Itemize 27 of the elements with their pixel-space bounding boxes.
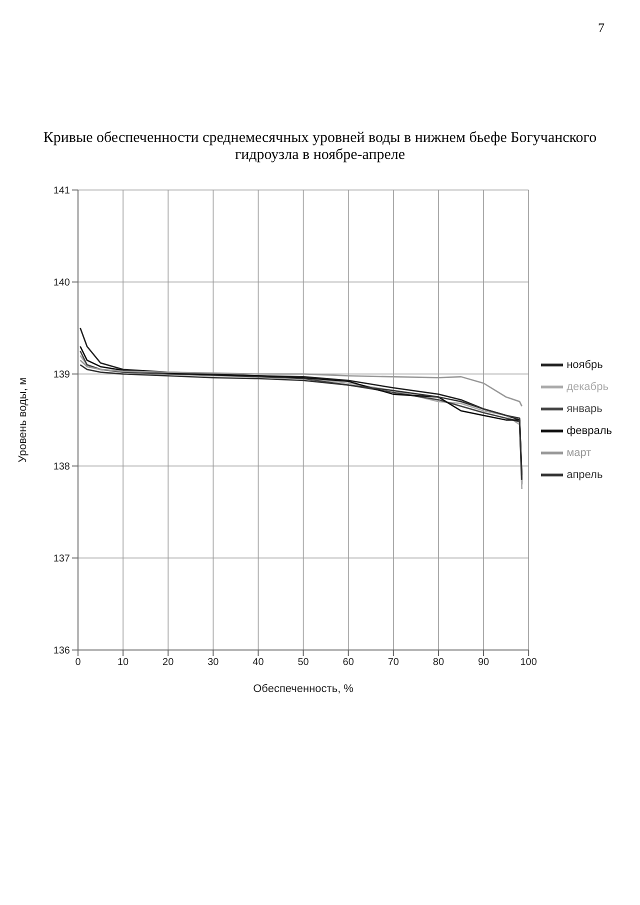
y-axis-title: Уровень воды, м <box>16 377 29 463</box>
y-tick-label: 139 <box>53 370 70 381</box>
y-tick-label: 137 <box>53 554 70 565</box>
legend-label: январь <box>566 402 602 415</box>
x-tick-label: 10 <box>117 657 130 668</box>
text: 7 <box>598 20 604 36</box>
x-tick-label: 40 <box>252 657 264 668</box>
legend-label: ноябрь <box>566 358 603 371</box>
y-tick-label: 138 <box>53 462 70 473</box>
legend-label: апрель <box>566 468 603 481</box>
x-tick-label: 60 <box>342 657 354 668</box>
x-tick-label: 50 <box>298 657 310 668</box>
legend-label: февраль <box>566 424 612 437</box>
x-axis-title: Обеспеченность, % <box>253 683 354 695</box>
chart-title: Кривые обеспеченности среднемесячных уровней воды в нижнем бьефе Богучанского гидроузла в ноябре-апреле <box>42 130 598 164</box>
legend-label: декабрь <box>566 380 608 393</box>
x-tick-label: 100 <box>520 657 538 668</box>
y-tick-label: 136 <box>53 646 70 657</box>
x-tick-label: 20 <box>162 657 174 668</box>
legend-label: март <box>566 446 592 459</box>
x-tick-label: 80 <box>432 657 444 668</box>
x-tick-label: 0 <box>75 657 82 668</box>
x-tick-label: 90 <box>478 657 490 668</box>
x-tick-label: 30 <box>208 657 220 668</box>
y-tick-label: 141 <box>53 186 70 197</box>
x-tick-label: 70 <box>388 657 400 668</box>
y-tick-label: 140 <box>53 278 70 289</box>
